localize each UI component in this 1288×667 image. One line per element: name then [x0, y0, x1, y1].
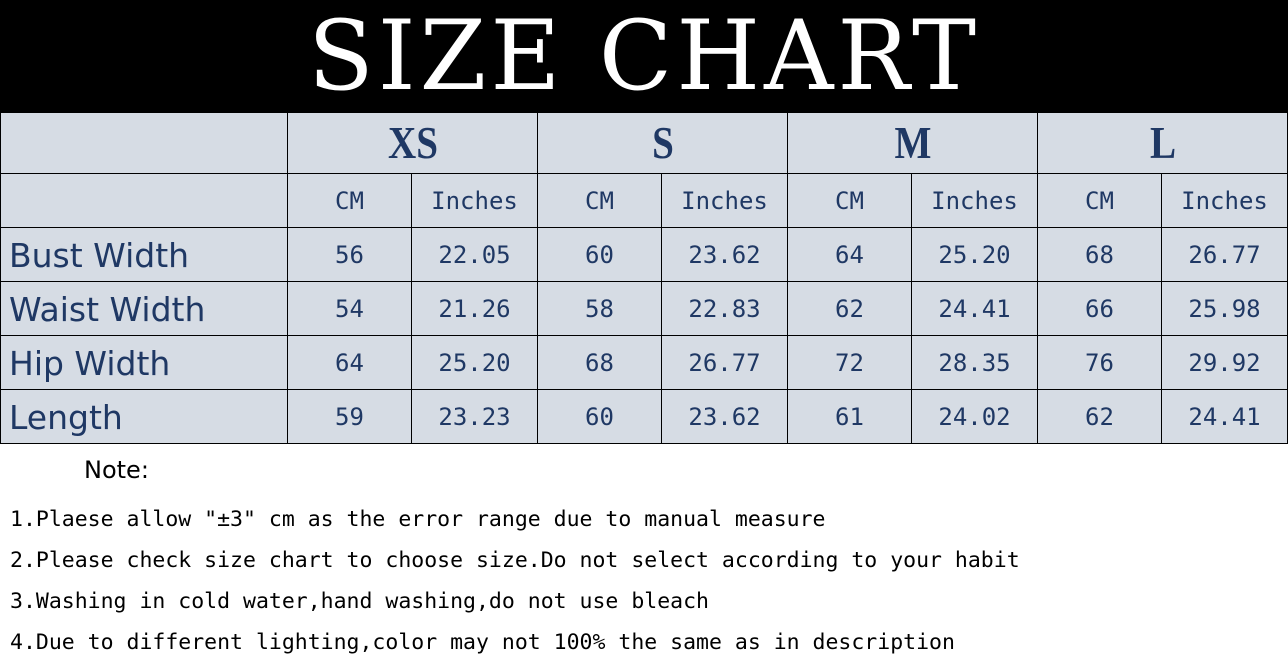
value-cell: 22.83 [661, 281, 788, 336]
size-m: M [805, 112, 1020, 174]
value-cell: 61 [787, 389, 912, 444]
value-cell: 24.41 [1161, 389, 1288, 444]
unit-header-row: CM Inches CM Inches CM Inches CM Inches [0, 173, 1288, 228]
note-2: 2.Please check size chart to choose size… [10, 548, 1020, 573]
table-row: Hip Width 64 25.20 68 26.77 72 28.35 76 29.92 [0, 335, 1288, 390]
table-row: Length 59 23.23 60 23.62 61 24.02 62 24.41 [0, 389, 1288, 444]
unit-cm: CM [537, 173, 662, 228]
value-cell: 29.92 [1161, 335, 1288, 390]
note-1: 1.Plaese allow "±3" cm as the error rang… [10, 507, 826, 532]
value-cell: 22.05 [411, 227, 538, 282]
value-cell: 28.35 [911, 335, 1038, 390]
row-label: Hip Width [0, 335, 288, 390]
value-cell: 25.20 [911, 227, 1038, 282]
value-cell: 26.77 [661, 335, 788, 390]
corner-cell [0, 173, 288, 228]
note-3: 3.Washing in cold water,hand washing,do … [10, 589, 709, 614]
note-4: 4.Due to different lighting,color may no… [10, 630, 955, 655]
row-label: Bust Width [0, 227, 288, 282]
value-cell: 60 [537, 389, 662, 444]
value-cell: 24.02 [911, 389, 1038, 444]
size-header-row: XS S M L [0, 112, 1288, 174]
unit-inches: Inches [911, 173, 1038, 228]
value-cell: 62 [1037, 389, 1162, 444]
page-title: SIZE CHART [0, 0, 1288, 112]
value-cell: 23.23 [411, 389, 538, 444]
value-cell: 25.98 [1161, 281, 1288, 336]
value-cell: 66 [1037, 281, 1162, 336]
value-cell: 72 [787, 335, 912, 390]
size-xs: XS [305, 112, 520, 174]
value-cell: 23.62 [661, 227, 788, 282]
value-cell: 26.77 [1161, 227, 1288, 282]
note-title: Note: [84, 456, 149, 484]
value-cell: 23.62 [661, 389, 788, 444]
unit-cm: CM [787, 173, 912, 228]
corner-cell [0, 112, 288, 174]
value-cell: 24.41 [911, 281, 1038, 336]
value-cell: 68 [537, 335, 662, 390]
unit-cm: CM [287, 173, 412, 228]
unit-inches: Inches [411, 173, 538, 228]
value-cell: 54 [287, 281, 412, 336]
value-cell: 25.20 [411, 335, 538, 390]
size-table: XS S M L CM Inches CM Inches CM Inches C… [0, 112, 1288, 444]
size-s: S [555, 112, 770, 174]
value-cell: 64 [287, 335, 412, 390]
value-cell: 21.26 [411, 281, 538, 336]
table-row: Waist Width 54 21.26 58 22.83 62 24.41 66 25.98 [0, 281, 1288, 336]
size-l: L [1055, 112, 1270, 174]
value-cell: 59 [287, 389, 412, 444]
value-cell: 62 [787, 281, 912, 336]
table-row: Bust Width 56 22.05 60 23.62 64 25.20 68 26.77 [0, 227, 1288, 282]
row-label: Length [0, 389, 288, 444]
unit-cm: CM [1037, 173, 1162, 228]
value-cell: 60 [537, 227, 662, 282]
value-cell: 56 [287, 227, 412, 282]
value-cell: 76 [1037, 335, 1162, 390]
unit-inches: Inches [1161, 173, 1288, 228]
row-label: Waist Width [0, 281, 288, 336]
value-cell: 68 [1037, 227, 1162, 282]
value-cell: 58 [537, 281, 662, 336]
unit-inches: Inches [661, 173, 788, 228]
value-cell: 64 [787, 227, 912, 282]
